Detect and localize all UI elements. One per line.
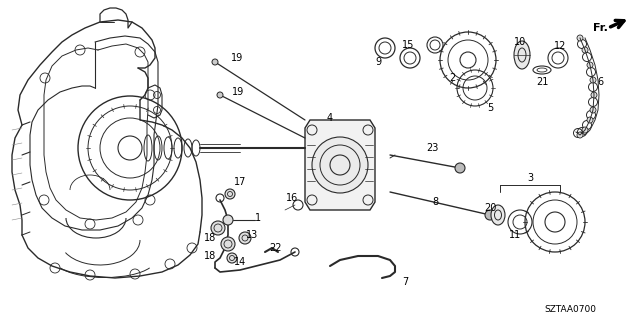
Circle shape bbox=[577, 132, 583, 138]
Text: 7: 7 bbox=[402, 277, 408, 287]
Circle shape bbox=[221, 237, 235, 251]
Text: 3: 3 bbox=[527, 173, 533, 183]
Circle shape bbox=[227, 253, 237, 263]
Circle shape bbox=[590, 107, 596, 113]
Circle shape bbox=[577, 35, 583, 41]
Ellipse shape bbox=[514, 41, 530, 69]
Ellipse shape bbox=[491, 205, 505, 225]
Text: SZTAA0700: SZTAA0700 bbox=[544, 306, 596, 315]
Text: 11: 11 bbox=[509, 230, 521, 240]
Polygon shape bbox=[305, 120, 375, 210]
Circle shape bbox=[485, 210, 495, 220]
Circle shape bbox=[211, 221, 225, 235]
Text: Fr.: Fr. bbox=[593, 23, 608, 33]
Text: 12: 12 bbox=[554, 41, 566, 51]
Text: 14: 14 bbox=[234, 257, 246, 267]
Circle shape bbox=[312, 137, 368, 193]
Text: 19: 19 bbox=[231, 53, 243, 63]
Circle shape bbox=[239, 232, 251, 244]
Circle shape bbox=[590, 77, 596, 83]
Text: 4: 4 bbox=[327, 113, 333, 123]
Text: 18: 18 bbox=[204, 233, 216, 243]
Circle shape bbox=[217, 92, 223, 98]
Text: 20: 20 bbox=[484, 203, 496, 213]
Text: 8: 8 bbox=[432, 197, 438, 207]
Text: 5: 5 bbox=[487, 103, 493, 113]
Text: 23: 23 bbox=[426, 143, 438, 153]
Circle shape bbox=[587, 62, 593, 68]
Text: 16: 16 bbox=[286, 193, 298, 203]
Text: 17: 17 bbox=[234, 177, 246, 187]
Circle shape bbox=[582, 47, 588, 53]
Text: 21: 21 bbox=[536, 77, 548, 87]
Text: 13: 13 bbox=[246, 230, 258, 240]
Circle shape bbox=[587, 117, 593, 123]
Circle shape bbox=[455, 163, 465, 173]
Circle shape bbox=[223, 215, 233, 225]
Text: 2: 2 bbox=[449, 73, 455, 83]
Circle shape bbox=[591, 92, 597, 98]
Text: 18: 18 bbox=[204, 251, 216, 261]
Text: 6: 6 bbox=[597, 77, 603, 87]
Text: 19: 19 bbox=[232, 87, 244, 97]
Text: 10: 10 bbox=[514, 37, 526, 47]
Text: 9: 9 bbox=[375, 57, 381, 67]
Circle shape bbox=[582, 127, 588, 133]
Circle shape bbox=[212, 59, 218, 65]
Text: 15: 15 bbox=[402, 40, 414, 50]
Text: 22: 22 bbox=[269, 243, 281, 253]
Text: 1: 1 bbox=[255, 213, 261, 223]
Circle shape bbox=[225, 189, 235, 199]
